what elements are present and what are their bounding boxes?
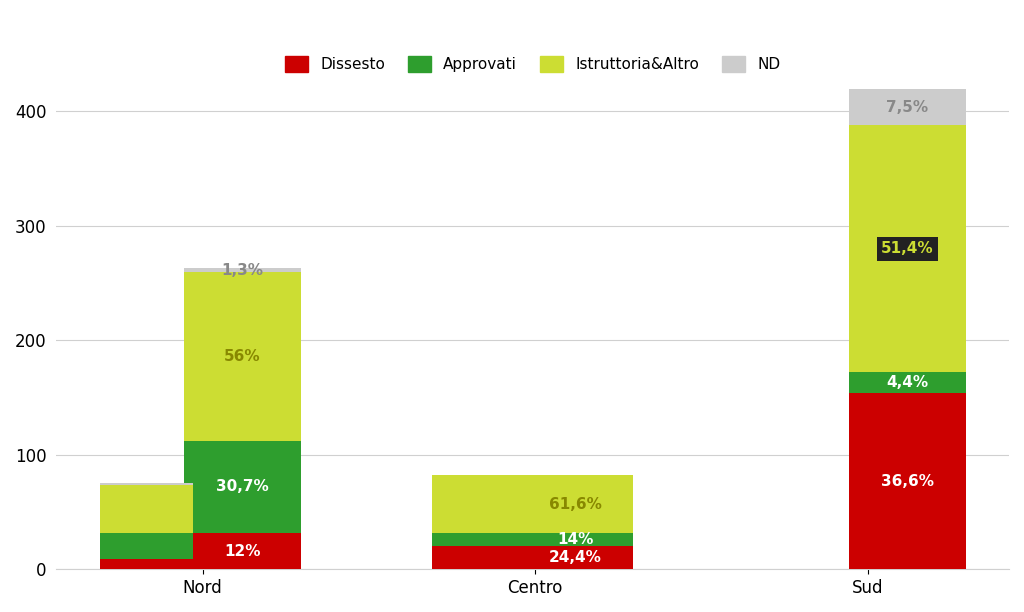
Text: 14%: 14% xyxy=(557,532,593,547)
Bar xyxy=(432,547,525,569)
Bar xyxy=(99,532,193,559)
Text: 1,3%: 1,3% xyxy=(221,263,263,278)
Bar xyxy=(99,559,193,569)
Bar xyxy=(184,441,301,533)
Text: 12%: 12% xyxy=(224,543,261,559)
Text: 30,7%: 30,7% xyxy=(216,479,269,494)
Text: 7,5%: 7,5% xyxy=(887,100,929,114)
Text: 61,6%: 61,6% xyxy=(549,497,601,512)
Text: 4,4%: 4,4% xyxy=(887,375,929,390)
Bar xyxy=(432,476,525,533)
Text: 36,6%: 36,6% xyxy=(881,474,934,489)
Bar xyxy=(849,372,966,394)
Bar xyxy=(849,394,966,569)
Bar xyxy=(517,547,633,569)
Text: 56%: 56% xyxy=(224,349,261,364)
Bar xyxy=(184,272,301,441)
Bar xyxy=(849,89,966,125)
Legend: Dissesto, Approvati, Istruttoria&Altro, ND: Dissesto, Approvati, Istruttoria&Altro, … xyxy=(279,50,786,78)
Bar xyxy=(517,476,633,533)
Text: 51,4%: 51,4% xyxy=(882,241,934,256)
Bar xyxy=(99,483,193,485)
Text: 24,4%: 24,4% xyxy=(549,550,601,565)
Bar xyxy=(432,533,525,547)
Bar xyxy=(184,533,301,569)
Bar xyxy=(184,268,301,272)
Bar xyxy=(849,125,966,372)
Bar xyxy=(517,533,633,547)
Bar xyxy=(99,485,193,532)
